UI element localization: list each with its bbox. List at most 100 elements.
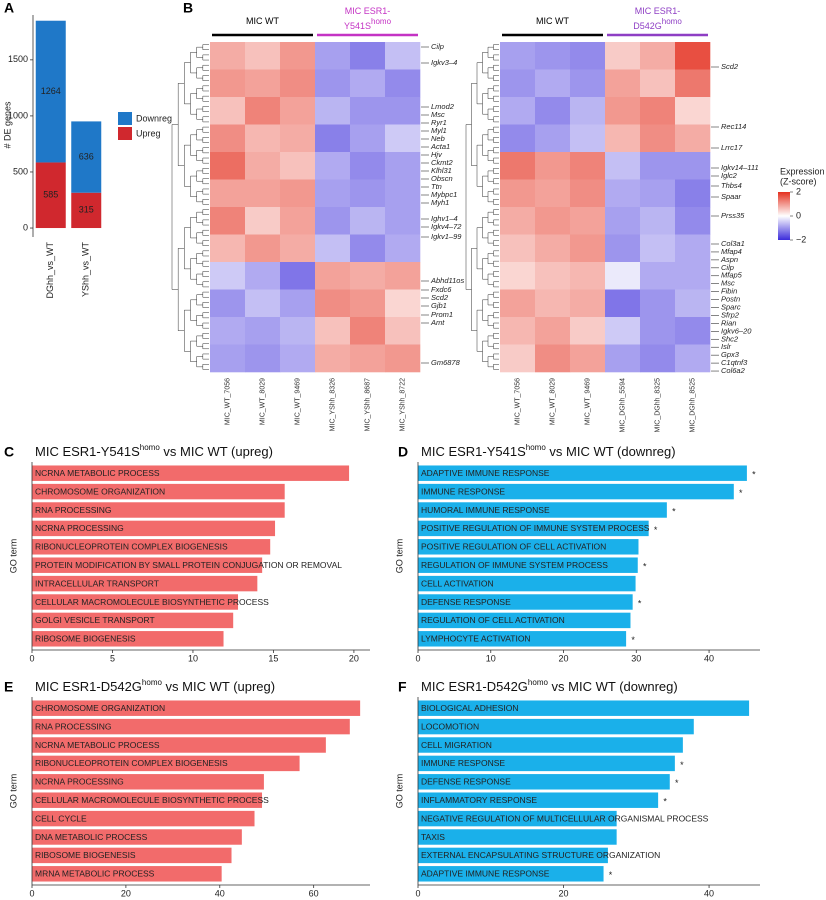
row-label: Cilp — [721, 263, 734, 272]
heatmap-cell — [675, 317, 711, 345]
heatmap-cell — [640, 262, 676, 290]
heatmap-cell — [675, 152, 711, 180]
heatmap-cell — [385, 289, 421, 318]
heatmap-cell — [280, 234, 316, 263]
row-label: Igkv6–20 — [721, 326, 752, 335]
bar — [32, 847, 232, 864]
row-label: Fibin — [721, 287, 737, 296]
bar — [418, 631, 627, 647]
heatmap-cell — [570, 42, 606, 70]
x-tick-label: 10 — [188, 653, 198, 663]
term-label: RNA PROCESSING — [35, 721, 112, 731]
term-label: NCRNA PROCESSING — [35, 523, 124, 533]
bar — [418, 594, 633, 610]
bar — [32, 700, 361, 716]
heatmap-cell — [675, 97, 711, 125]
group-label-text: MIC ESR1- — [635, 6, 681, 16]
heatmap-cell — [385, 207, 421, 235]
panel-title: MIC ESR1-D542Ghomo vs MIC WT (upreg) — [35, 678, 275, 694]
panel-title-text: MIC ESR1-D542G — [35, 679, 142, 694]
legend-swatch — [118, 112, 132, 125]
term-label: CELLULAR MACROMOLECULE BIOSYNTHETIC PROC… — [35, 597, 269, 607]
value-label: 1264 — [41, 86, 61, 96]
bar-segment — [35, 20, 66, 163]
heatmap-cell — [675, 42, 711, 70]
row-label: Igkv14–111 — [721, 163, 759, 172]
row-label: Ttn — [431, 182, 442, 191]
bar — [418, 792, 659, 808]
panel-title-sup: homo — [528, 678, 549, 687]
significance-marker: * — [638, 598, 642, 608]
heatmap-cell — [315, 262, 351, 290]
heatmap-cell — [280, 42, 316, 70]
term-label: IMMUNE RESPONSE — [421, 486, 505, 496]
bar — [418, 810, 617, 827]
x-tick-label: 40 — [215, 888, 225, 898]
heatmap-cell — [315, 42, 351, 70]
bar — [32, 557, 263, 573]
term-label: BIOLOGICAL ADHESION — [421, 703, 518, 713]
panel-title-suffix: vs MIC WT (upreg) — [162, 679, 275, 694]
row-label: Ighv1–4 — [431, 214, 458, 223]
heatmap-cell — [535, 207, 571, 235]
bar — [418, 829, 617, 845]
column-label: MIC_YShh_8326 — [329, 378, 336, 431]
x-tick-label: 0 — [415, 653, 420, 663]
heatmap-cell — [385, 234, 421, 263]
x-tick-label: 0 — [29, 888, 34, 898]
heatmap-cell — [605, 152, 641, 180]
heatmap-cell — [385, 97, 421, 125]
heatmap-cell — [385, 262, 421, 290]
bar — [418, 557, 638, 573]
bar — [32, 631, 224, 647]
significance-marker: * — [663, 797, 667, 807]
bar — [32, 483, 285, 500]
term-label: DEFENSE RESPONSE — [421, 597, 511, 607]
term-label: CELL CYCLE — [35, 813, 87, 823]
panel-letter: B — [183, 0, 193, 16]
column-label: MIC_WT_9469 — [584, 378, 591, 425]
y-tick-label: 1000 — [8, 110, 28, 120]
bar — [32, 594, 239, 610]
heatmap-cell — [245, 42, 281, 70]
heatmap-cell — [535, 69, 571, 98]
row-label: Sparc — [721, 303, 741, 312]
heatmap-cell — [280, 207, 316, 235]
row-label: Prss35 — [721, 211, 745, 220]
heatmap-cell — [350, 69, 386, 98]
heatmap-cell — [605, 234, 641, 263]
heatmap-cell — [570, 344, 606, 373]
heatmap-cell — [385, 42, 421, 70]
heatmap-cell — [280, 124, 316, 153]
heatmap-cell — [605, 179, 641, 208]
row-label: Acta1 — [430, 142, 450, 151]
column-label: MIC_DGhh_5594 — [619, 378, 626, 433]
group-label-text: MIC WT — [536, 16, 569, 26]
significance-marker: * — [654, 525, 658, 535]
heatmap-cell — [210, 262, 246, 290]
heatmap-cell — [500, 97, 536, 125]
heatmap-cell — [210, 207, 246, 235]
panel-title-suffix: vs MIC WT (downreg) — [548, 679, 678, 694]
row-label: Amt — [430, 318, 445, 327]
heatmap-cell — [675, 344, 711, 373]
heatmap-cell — [350, 124, 386, 153]
heatmap-cell — [210, 97, 246, 125]
heatmap-cell — [210, 152, 246, 180]
heatmap-cell — [315, 152, 351, 180]
heatmap-cell — [535, 234, 571, 263]
heatmap-cell — [210, 179, 246, 208]
heatmap-cell — [500, 234, 536, 263]
group-label-text: Y541S — [344, 21, 371, 31]
row-label: Msc — [721, 279, 735, 288]
heatmap-cell — [675, 69, 711, 98]
heatmap-cell — [280, 344, 316, 373]
term-label: NCRNA PROCESSING — [35, 777, 124, 787]
legend-label: Downreg — [136, 113, 172, 123]
heatmap-cell — [245, 317, 281, 345]
bar — [32, 575, 258, 592]
significance-marker: * — [675, 778, 679, 788]
group-label-sup: homo — [371, 17, 392, 26]
panel-title-sup: homo — [140, 443, 161, 452]
heatmap-cell — [570, 289, 606, 318]
